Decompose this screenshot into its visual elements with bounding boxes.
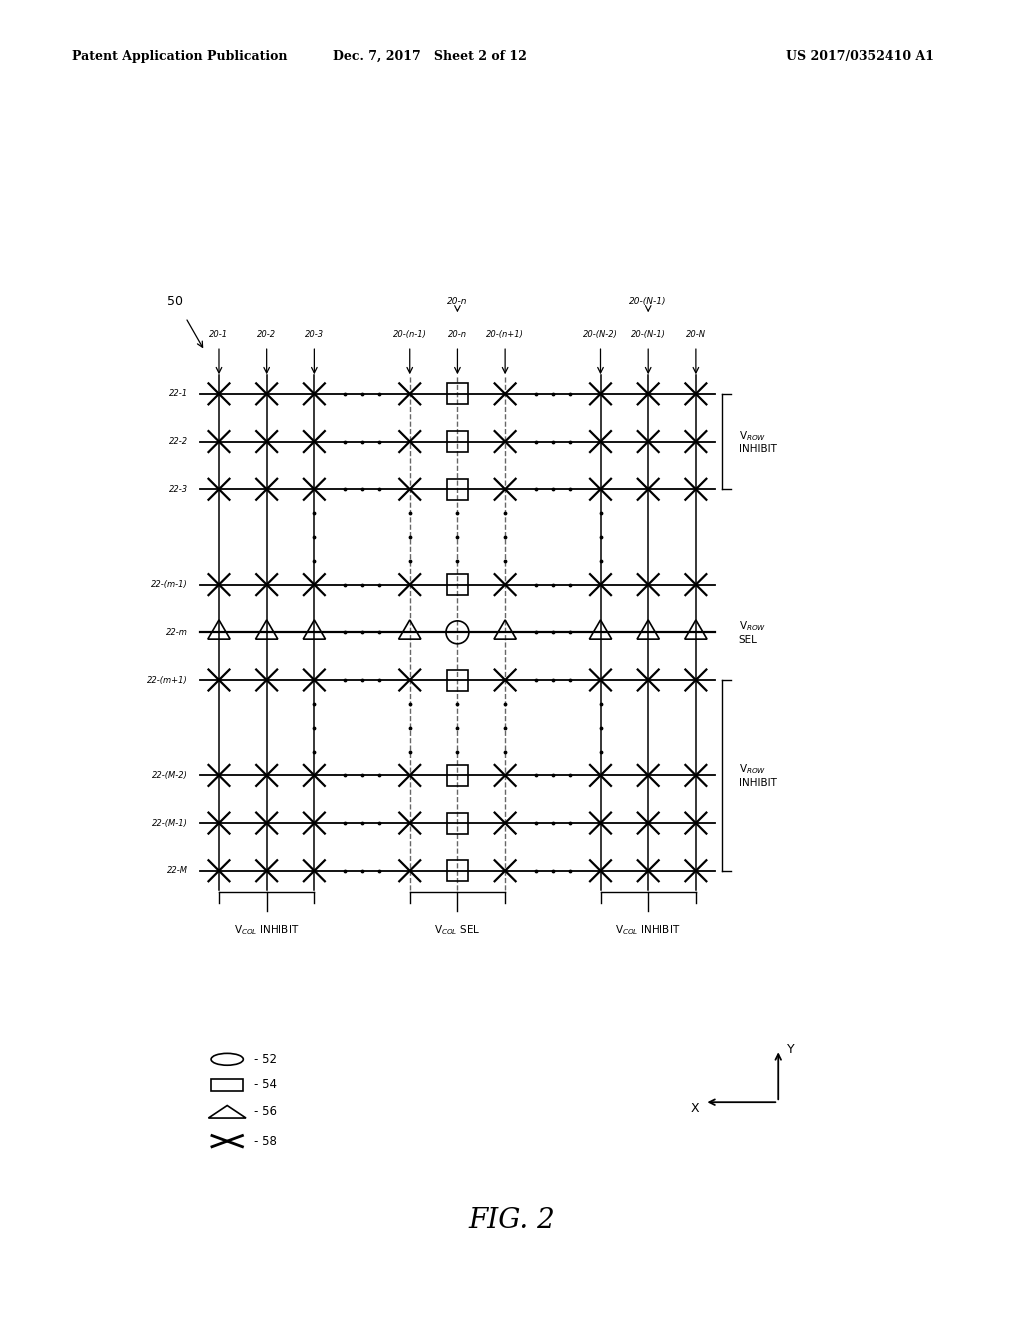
Bar <box>446 669 468 690</box>
Bar <box>446 479 468 500</box>
Text: - 56: - 56 <box>254 1105 278 1118</box>
Text: 20-(N-2): 20-(N-2) <box>583 330 617 339</box>
Text: X: X <box>691 1102 699 1115</box>
Text: Dec. 7, 2017   Sheet 2 of 12: Dec. 7, 2017 Sheet 2 of 12 <box>333 50 527 62</box>
Text: V$_{COL}$ INHIBIT: V$_{COL}$ INHIBIT <box>233 923 299 937</box>
Bar <box>446 574 468 595</box>
Text: V$_{ROW}$
SEL: V$_{ROW}$ SEL <box>738 619 766 645</box>
Text: V$_{COL}$ INHIBIT: V$_{COL}$ INHIBIT <box>615 923 681 937</box>
Text: 20-N: 20-N <box>686 330 706 339</box>
Text: 20-(N-1): 20-(N-1) <box>631 330 666 339</box>
Bar <box>446 764 468 785</box>
Text: 20-(N-1): 20-(N-1) <box>630 297 667 306</box>
Text: 22-(m+1): 22-(m+1) <box>147 676 188 685</box>
Text: - 58: - 58 <box>254 1135 276 1147</box>
Bar <box>446 432 468 451</box>
Text: V$_{COL}$ SEL: V$_{COL}$ SEL <box>434 923 480 937</box>
Text: 22-3: 22-3 <box>169 484 188 494</box>
Bar <box>446 813 468 833</box>
Text: Patent Application Publication: Patent Application Publication <box>72 50 287 62</box>
Text: - 52: - 52 <box>254 1053 278 1065</box>
Text: 22-(m-1): 22-(m-1) <box>152 579 188 589</box>
Bar <box>446 383 468 404</box>
Text: 20-n: 20-n <box>447 297 468 306</box>
Text: US 2017/0352410 A1: US 2017/0352410 A1 <box>786 50 934 62</box>
Bar <box>446 861 468 882</box>
Text: 20-n: 20-n <box>447 330 467 339</box>
Text: 22-1: 22-1 <box>169 389 188 399</box>
Text: V$_{ROW}$
INHIBIT: V$_{ROW}$ INHIBIT <box>738 429 776 454</box>
Text: FIG. 2: FIG. 2 <box>469 1208 555 1234</box>
Text: - 54: - 54 <box>254 1078 278 1092</box>
Text: 22-M: 22-M <box>167 866 188 875</box>
Text: 20-(n-1): 20-(n-1) <box>393 330 427 339</box>
Text: 22-(M-1): 22-(M-1) <box>153 818 188 828</box>
Text: 20-1: 20-1 <box>210 330 228 339</box>
Text: 22-2: 22-2 <box>169 437 188 446</box>
Text: 20-(n+1): 20-(n+1) <box>486 330 524 339</box>
Text: 22-m: 22-m <box>166 628 188 636</box>
Text: 20-3: 20-3 <box>305 330 324 339</box>
Text: V$_{ROW}$
INHIBIT: V$_{ROW}$ INHIBIT <box>738 763 776 788</box>
Text: 50: 50 <box>167 296 182 308</box>
Text: 22-(M-2): 22-(M-2) <box>153 771 188 780</box>
Text: 20-2: 20-2 <box>257 330 276 339</box>
Bar <box>211 1078 244 1090</box>
Text: Y: Y <box>787 1043 795 1056</box>
